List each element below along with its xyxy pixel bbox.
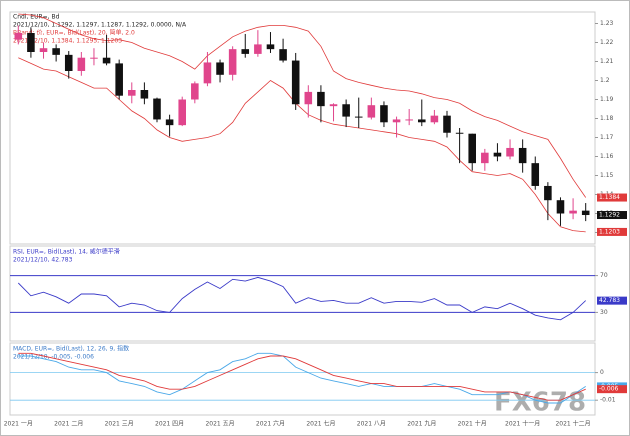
candle-body — [443, 115, 451, 133]
lower-value-label: 1.1203 — [599, 228, 620, 235]
series-line — [17, 276, 587, 321]
upper-value-label-box — [597, 193, 627, 202]
candle-body — [52, 48, 60, 55]
candle-body — [128, 90, 136, 96]
band-subtitle: 2021/12/10, 1.1384, 1.1295, 1.1203 — [13, 38, 122, 45]
x-tick-label: 2021 十二月 — [555, 420, 590, 428]
band-lower — [18, 57, 586, 233]
price-subtitle: 2021/12/10, 1.1292, 1.1297, 1.1287, 1.12… — [13, 22, 187, 29]
last-value-label-box — [597, 385, 627, 394]
candle-body — [115, 63, 123, 96]
x-tick-label: 2021 四月 — [155, 421, 184, 428]
x-tick-label: 2021 十月 — [458, 420, 487, 428]
candle-body — [569, 210, 577, 214]
x-tick-label: 2021 五月 — [205, 421, 234, 428]
rsi-panel — [9, 245, 596, 342]
y-tick-label: 1.19 — [600, 96, 614, 103]
candle-body — [380, 105, 388, 123]
candle-body — [581, 210, 590, 216]
candle-body — [493, 152, 502, 157]
candle-body — [266, 44, 275, 50]
rsi-title: RSI, EUR=, Bid(Last), 14, 威尔德平滑 — [13, 248, 120, 256]
y-tick-label: -0.01 — [600, 397, 616, 404]
x-tick-label: 2021 八月 — [357, 421, 386, 428]
candle-body — [140, 90, 149, 99]
candle-body — [153, 98, 161, 120]
price-panel — [9, 11, 596, 245]
x-tick-label: 2021 三月 — [105, 421, 134, 428]
y-tick-label: 0 — [600, 369, 604, 376]
candle-body — [254, 44, 262, 54]
candle-body — [291, 60, 300, 105]
candle-body — [279, 49, 287, 61]
candle-body — [27, 33, 35, 52]
candle-body — [228, 49, 237, 75]
y-tick-label: 1.22 — [600, 39, 614, 46]
candle-body — [90, 57, 98, 59]
macd-subtitle: 2021/12/10, -0.005, -0.006 — [13, 354, 94, 361]
candle-body — [531, 163, 540, 186]
last-value-label-box — [597, 296, 627, 305]
candle-body — [481, 152, 489, 164]
candle-body — [405, 119, 413, 121]
candle-body — [544, 185, 552, 201]
x-tick-label: 2021 十一月 — [505, 420, 540, 428]
last-value-label: -0.006 — [599, 386, 619, 393]
candle-body — [14, 33, 23, 40]
x-tick-label: 2021 六月 — [256, 420, 285, 428]
y-tick-label: 1.17 — [600, 134, 614, 141]
series-line — [18, 352, 586, 404]
upper-value-label: 1.1384 — [599, 194, 620, 201]
price-title: Cndl, EUR=, Bd — [13, 14, 60, 21]
y-tick-label: 1.15 — [600, 172, 614, 179]
candle-body — [178, 99, 186, 126]
series-line — [18, 352, 586, 401]
lower-value-label-box — [597, 227, 627, 236]
y-tick-label: 30 — [600, 309, 608, 316]
candle-body — [329, 104, 338, 107]
candle-body — [64, 54, 73, 71]
candle-body — [317, 91, 325, 107]
candle-body — [455, 132, 464, 134]
candle-body — [165, 119, 174, 126]
rsi-subtitle: 2021/12/10, 42.783 — [13, 257, 73, 264]
band-upper — [18, 13, 587, 198]
candle-body — [468, 133, 476, 164]
candle-body — [216, 62, 224, 75]
y-tick-label: 70 — [600, 272, 608, 279]
macd-panel — [9, 342, 596, 416]
x-tick-label: 2021 一月 — [4, 421, 33, 428]
candle-body — [304, 91, 313, 105]
y-tick-label: 1.23 — [600, 20, 614, 27]
candle-body — [77, 57, 86, 71]
candle-body — [518, 147, 527, 164]
last-value-label: 42.783 — [599, 297, 620, 304]
x-tick-label: 2021 二月 — [54, 421, 83, 428]
candle-body — [556, 200, 565, 214]
candle-body — [191, 83, 199, 100]
band-title: BBand; 价, EUR=, Bid(Last), 20, 简单, 2.0 — [13, 29, 135, 37]
candle-body — [342, 104, 350, 117]
y-tick-label: 1.16 — [600, 153, 614, 160]
y-tick-label: 1.2 — [600, 77, 610, 84]
candle-body — [367, 105, 376, 118]
x-tick-label: 2021 七月 — [306, 420, 335, 428]
candle-body — [39, 48, 48, 52]
y-tick-label: 1.21 — [600, 58, 614, 65]
x-tick-label: 2021 九月 — [407, 420, 436, 428]
candle-body — [506, 147, 514, 157]
candle-body — [203, 62, 212, 84]
candle-body — [102, 57, 111, 64]
macd-title: MACD, EUR=, Bid(Last), 12, 26, 9, 指数 — [13, 345, 129, 353]
candle-body — [430, 115, 439, 123]
close-value-label: 1.1292 — [599, 212, 620, 219]
candle-body — [418, 119, 426, 123]
y-tick-label: 1.18 — [600, 115, 614, 122]
candle-body — [354, 116, 363, 118]
close-value-label-box — [597, 211, 627, 220]
candle-body — [241, 49, 250, 54]
candle-body — [392, 119, 401, 123]
